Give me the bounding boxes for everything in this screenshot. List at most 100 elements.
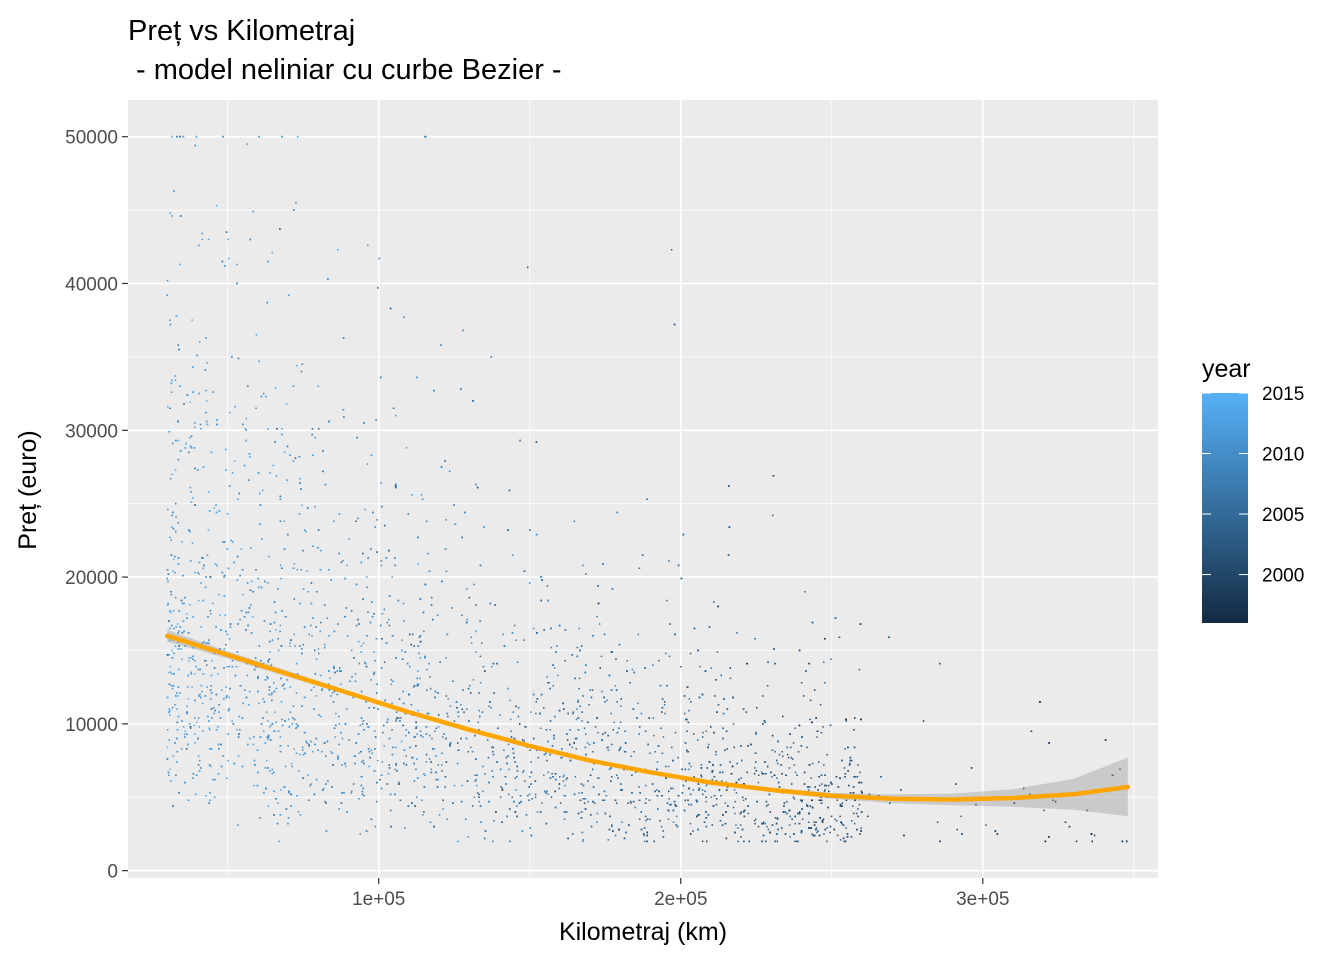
data-point bbox=[244, 428, 247, 430]
data-point bbox=[621, 821, 623, 823]
data-point bbox=[686, 686, 689, 688]
data-point bbox=[645, 784, 647, 787]
data-point bbox=[416, 683, 419, 685]
data-point bbox=[680, 665, 682, 668]
data-point bbox=[791, 758, 794, 760]
data-point bbox=[611, 776, 613, 778]
data-point bbox=[555, 778, 557, 781]
data-point bbox=[217, 726, 219, 728]
data-point bbox=[852, 812, 855, 815]
data-point bbox=[788, 824, 791, 826]
data-point bbox=[197, 668, 200, 671]
data-point bbox=[693, 733, 695, 735]
data-point bbox=[658, 660, 660, 662]
data-point bbox=[374, 660, 376, 662]
data-point bbox=[443, 733, 445, 735]
data-point bbox=[737, 840, 739, 843]
data-point bbox=[268, 693, 270, 696]
data-point bbox=[823, 833, 825, 835]
data-point bbox=[608, 768, 611, 771]
data-point bbox=[590, 814, 592, 816]
data-point bbox=[431, 737, 433, 740]
data-point bbox=[317, 648, 320, 650]
data-point bbox=[191, 319, 193, 321]
data-point bbox=[582, 839, 585, 841]
data-point bbox=[281, 433, 283, 436]
data-point bbox=[169, 714, 171, 716]
data-point bbox=[281, 567, 283, 569]
data-point bbox=[635, 771, 637, 774]
data-point bbox=[387, 718, 389, 721]
data-point bbox=[701, 840, 704, 843]
data-point bbox=[571, 746, 573, 749]
data-point bbox=[634, 806, 636, 809]
data-point bbox=[427, 712, 430, 715]
data-point bbox=[490, 707, 492, 709]
data-point bbox=[302, 588, 305, 590]
data-point bbox=[543, 753, 546, 756]
data-point bbox=[376, 692, 378, 694]
data-point bbox=[643, 834, 645, 837]
data-point bbox=[724, 802, 727, 804]
data-point bbox=[819, 704, 822, 706]
data-point bbox=[582, 798, 584, 800]
data-point bbox=[236, 729, 238, 731]
data-point bbox=[687, 799, 689, 801]
data-point bbox=[536, 811, 539, 813]
data-point bbox=[801, 818, 804, 820]
data-point bbox=[457, 840, 459, 843]
data-point bbox=[280, 701, 283, 703]
data-point bbox=[337, 758, 339, 760]
data-point bbox=[237, 755, 240, 757]
data-point bbox=[440, 344, 442, 346]
data-point bbox=[640, 811, 642, 813]
data-point bbox=[649, 752, 651, 754]
data-point bbox=[844, 748, 846, 750]
data-point bbox=[685, 780, 687, 782]
data-point bbox=[514, 761, 516, 763]
data-point bbox=[380, 564, 383, 567]
data-point bbox=[314, 505, 316, 508]
data-point bbox=[774, 662, 776, 665]
data-point bbox=[189, 486, 192, 489]
data-point bbox=[373, 707, 376, 709]
data-point bbox=[402, 724, 404, 727]
data-point bbox=[223, 648, 226, 650]
data-point bbox=[315, 658, 318, 660]
data-point bbox=[828, 784, 830, 787]
data-point bbox=[405, 447, 408, 449]
data-point bbox=[168, 654, 170, 656]
data-point bbox=[172, 610, 175, 612]
data-point bbox=[815, 827, 818, 829]
data-point bbox=[715, 679, 717, 681]
data-point bbox=[640, 712, 643, 715]
data-point bbox=[553, 667, 556, 669]
data-point bbox=[314, 743, 316, 746]
data-point bbox=[638, 786, 640, 788]
data-point bbox=[398, 783, 400, 785]
data-point bbox=[287, 817, 290, 819]
data-point bbox=[405, 734, 407, 737]
data-point bbox=[239, 729, 241, 731]
data-point bbox=[557, 674, 559, 677]
data-point bbox=[610, 651, 612, 653]
data-point bbox=[578, 677, 581, 680]
data-point bbox=[360, 645, 363, 647]
data-point bbox=[374, 825, 377, 828]
data-point bbox=[446, 712, 448, 715]
data-point bbox=[470, 642, 473, 644]
data-point bbox=[314, 436, 316, 439]
data-point bbox=[591, 689, 594, 691]
data-point bbox=[172, 805, 174, 807]
data-point bbox=[189, 436, 191, 439]
data-point bbox=[652, 664, 654, 666]
data-point bbox=[736, 762, 738, 765]
data-point bbox=[295, 662, 298, 665]
data-point bbox=[717, 605, 719, 608]
data-point bbox=[205, 389, 207, 392]
data-point bbox=[860, 790, 863, 793]
data-point bbox=[386, 721, 388, 724]
data-point bbox=[218, 593, 220, 596]
data-point bbox=[231, 541, 234, 543]
data-point bbox=[184, 596, 186, 599]
